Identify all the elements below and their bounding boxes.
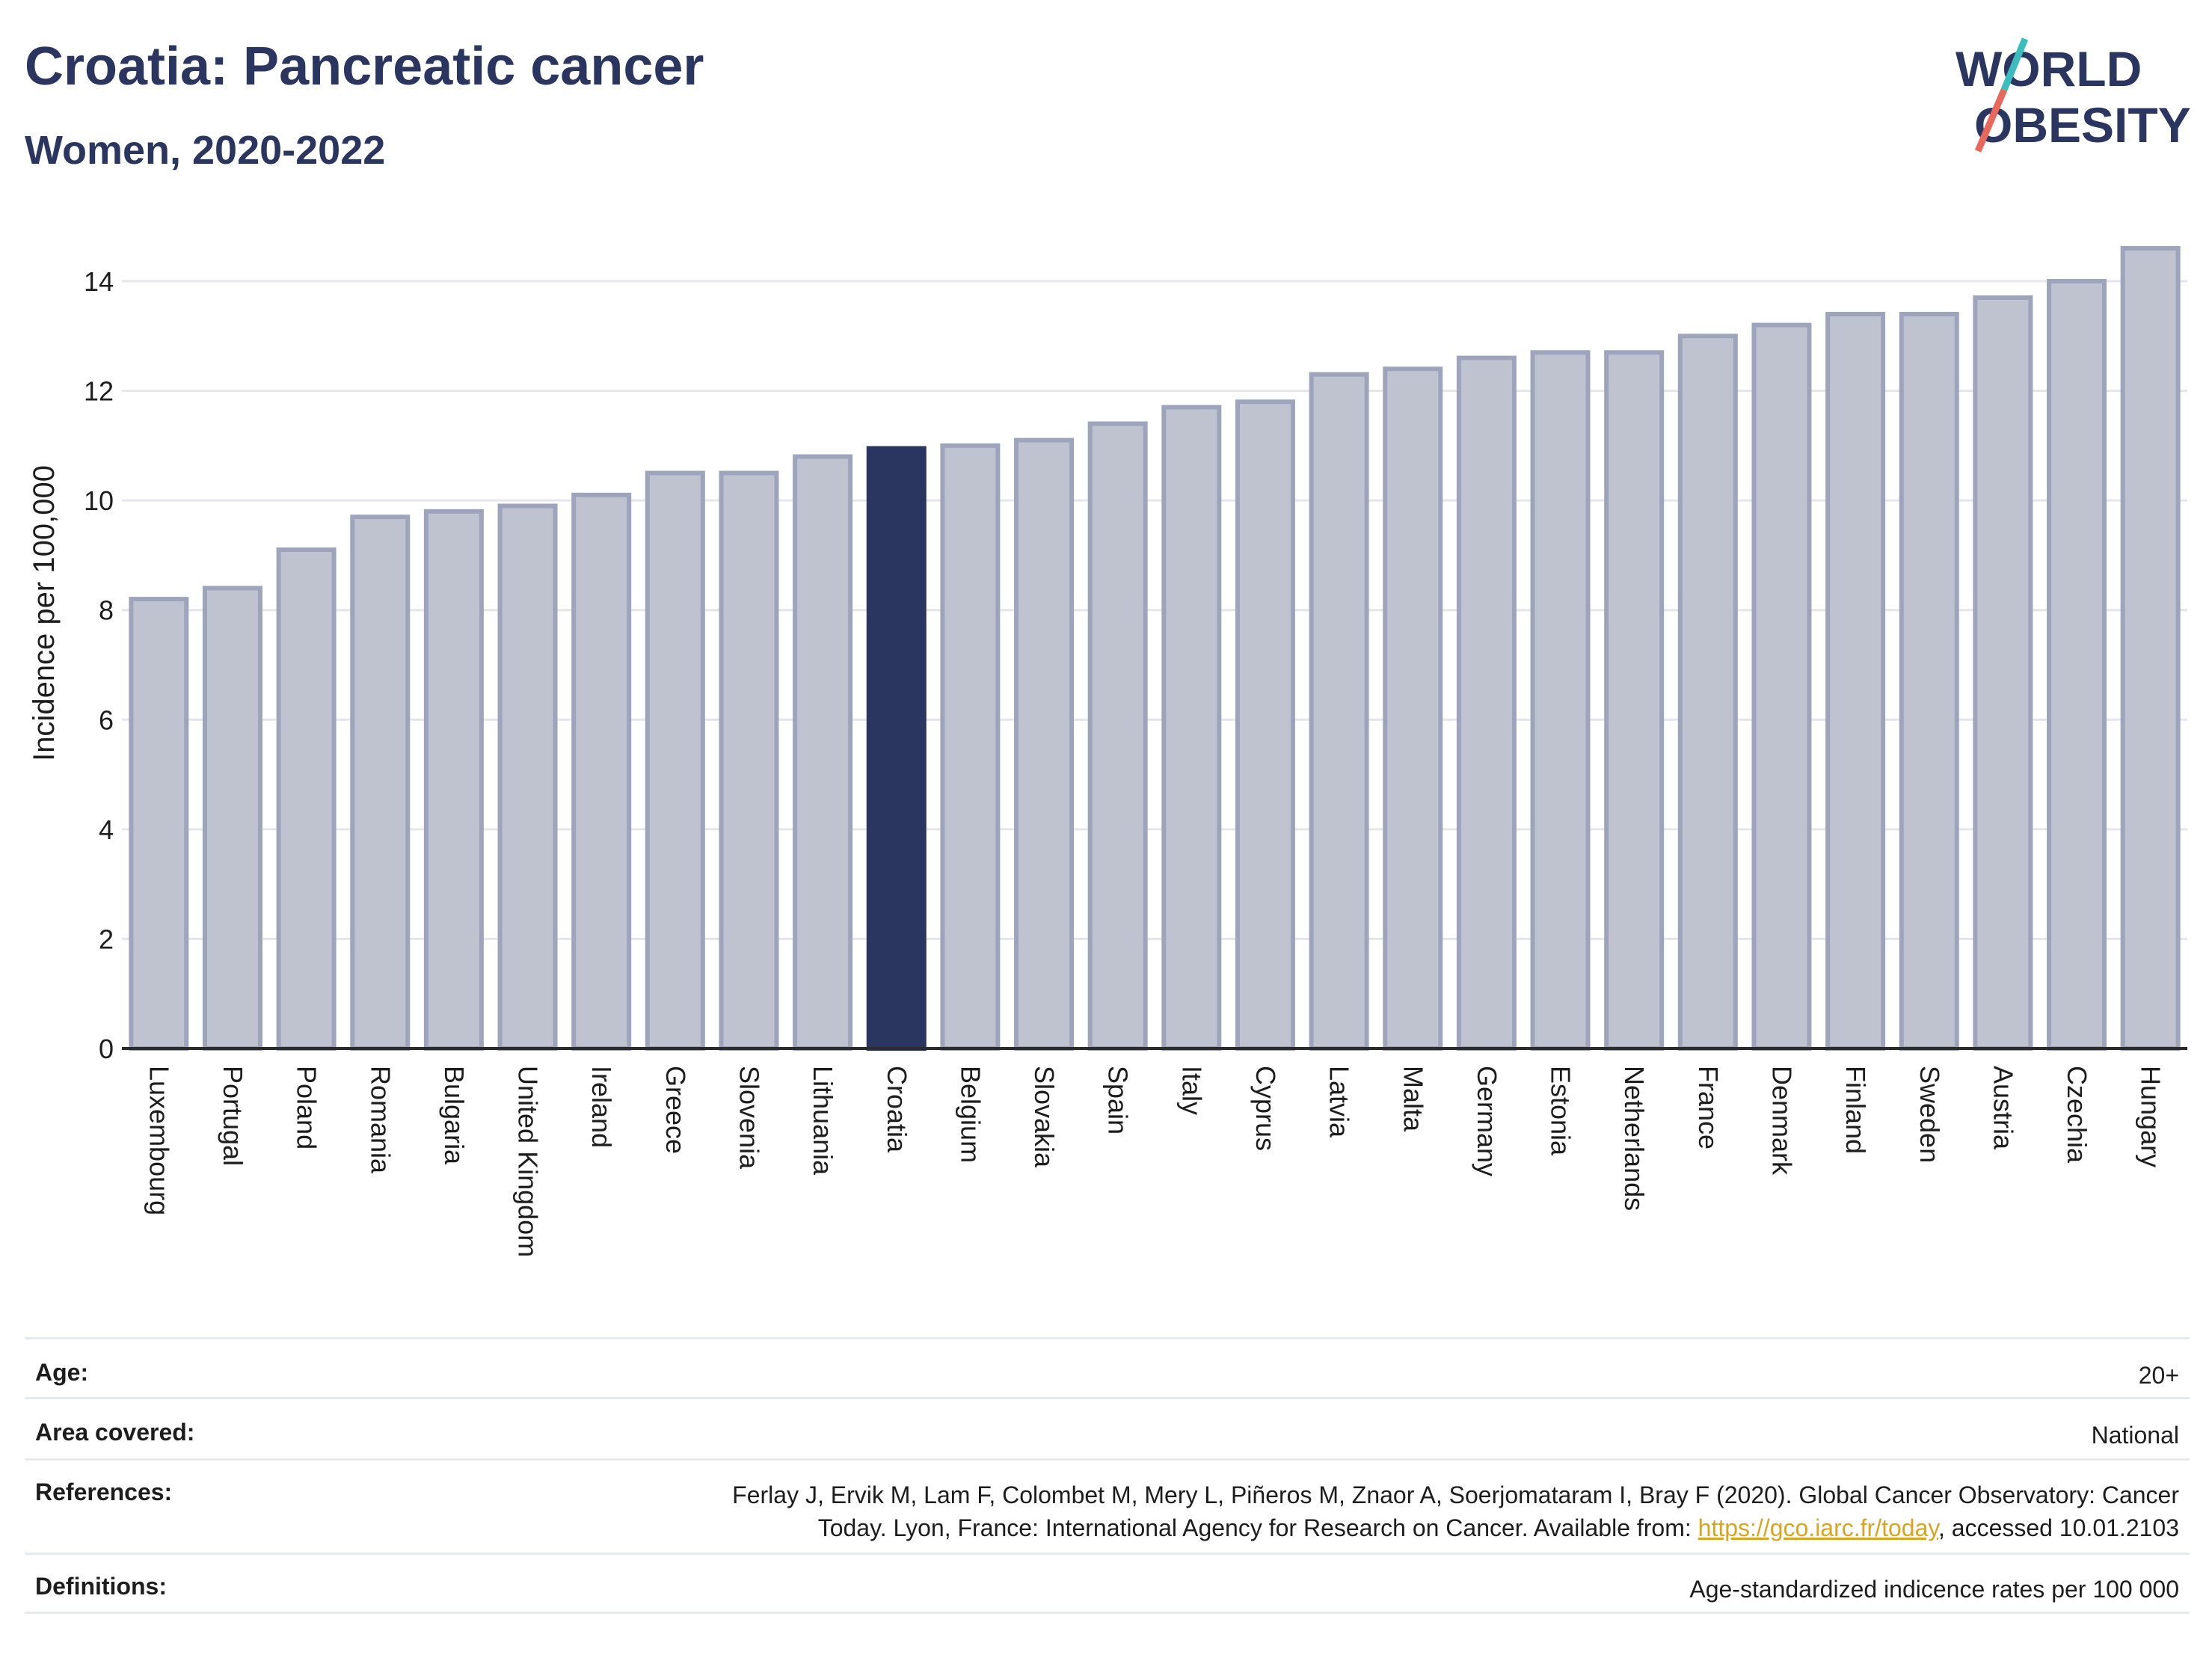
x-tick-label: Luxembourg <box>144 1066 174 1215</box>
bar-austria <box>1973 295 2033 1051</box>
y-tick-label: 6 <box>99 704 114 735</box>
x-tick-label: Spain <box>1103 1066 1134 1134</box>
bar-latvia <box>1309 372 1369 1051</box>
x-tick-label: Portugal <box>218 1066 248 1166</box>
bar-malta <box>1383 366 1443 1051</box>
chart-title: Croatia: Pancreatic cancer <box>25 37 704 96</box>
bars <box>129 246 2181 1051</box>
references-label: References: <box>35 1479 173 1505</box>
chart-subtitle: Women, 2020-2022 <box>25 128 386 173</box>
y-tick-labels: 0 2 4 6 8 10 12 14 <box>84 266 114 1064</box>
x-tick-label: Bulgaria <box>439 1066 470 1165</box>
x-tick-label: Estonia <box>1546 1066 1576 1156</box>
logo-slash-coral <box>1974 88 2008 153</box>
x-tick-label: Poland <box>292 1066 322 1149</box>
references-value: Ferlay J, Ervik M, Lam F, Colombet M, Me… <box>732 1479 2179 1544</box>
area-value: National <box>2091 1422 2179 1449</box>
meta-row-area: Area covered: National <box>25 1397 2190 1458</box>
bar-romania <box>350 515 411 1051</box>
x-tick-label: Romania <box>365 1066 396 1174</box>
bar-belgium <box>940 443 1001 1051</box>
world-obesity-logo: WORLD OBESITY <box>1956 37 2191 153</box>
x-tick-label: Latvia <box>1324 1066 1355 1138</box>
bar-italy <box>1161 405 1222 1051</box>
bar-poland <box>276 547 337 1051</box>
bar-ireland <box>571 492 632 1051</box>
age-label: Age: <box>35 1359 89 1386</box>
y-axis-label: Incidence per 100,000 <box>28 465 61 761</box>
bar-bulgaria <box>423 509 484 1051</box>
bar-greece <box>645 470 705 1051</box>
area-label: Area covered: <box>35 1419 195 1446</box>
x-tick-label: Ireland <box>586 1066 617 1148</box>
x-tick-label: Malta <box>1398 1066 1428 1132</box>
x-tick-label: United Kingdom <box>513 1066 544 1257</box>
x-tick-label: Lithuania <box>808 1066 838 1176</box>
x-tick-label: Hungary <box>2136 1066 2166 1167</box>
y-tick-label: 10 <box>84 485 114 516</box>
bar-slovakia <box>1014 437 1075 1051</box>
y-tick-label: 12 <box>84 376 114 407</box>
x-tick-label: Slovenia <box>734 1066 764 1170</box>
bar-united-kingdom <box>497 503 558 1051</box>
bar-france <box>1677 334 1738 1051</box>
age-value: 20+ <box>2138 1362 2179 1389</box>
references-text-line2: Today. Lyon, France: International Agenc… <box>817 1514 1698 1541</box>
logo-line1: WORLD <box>1956 41 2142 96</box>
bar-sweden <box>1899 311 1959 1051</box>
references-text-accessed: , accessed 10.01.2103 <box>1938 1514 2179 1541</box>
x-tick-label: Belgium <box>955 1066 986 1163</box>
bar-lithuania <box>793 454 853 1051</box>
x-tick-labels: Luxembourg Portugal Poland Romania Bulgaria U… <box>144 1066 2166 1257</box>
y-tick-label: 0 <box>99 1034 114 1064</box>
logo-slash-teal <box>2000 37 2029 91</box>
bar-chart: 0 2 4 6 8 10 12 14 Luxembourg Portugal Poland Roma… <box>28 246 2187 1257</box>
meta-row-definitions: Definitions: Age-standardized indicence … <box>25 1553 2190 1614</box>
bar-denmark <box>1751 322 1812 1051</box>
bar-spain <box>1087 421 1148 1051</box>
x-tick-label: Cyprus <box>1250 1066 1281 1151</box>
x-tick-label: Germany <box>1472 1066 1502 1176</box>
bar-luxembourg <box>129 597 189 1051</box>
x-tick-label: Italy <box>1176 1066 1207 1115</box>
bar-cyprus <box>1235 399 1295 1051</box>
x-tick-label: Netherlands <box>1619 1066 1650 1211</box>
bar-slovenia <box>719 470 779 1051</box>
x-tick-label: Austria <box>1988 1066 2018 1150</box>
meta-row-references: References: Ferlay J, Ervik M, Lam F, Co… <box>25 1458 2190 1553</box>
bar-estonia <box>1530 350 1591 1051</box>
x-tick-label: Slovakia <box>1029 1066 1060 1168</box>
x-tick-label: Finland <box>1840 1066 1871 1154</box>
y-tick-label: 2 <box>99 924 114 954</box>
bar-czechia <box>2047 279 2107 1051</box>
definitions-value: Age-standardized indicence rates per 100… <box>1689 1576 2179 1603</box>
x-tick-label: Greece <box>660 1066 691 1154</box>
meta-row-age: Age: 20+ <box>25 1337 2190 1397</box>
bar-croatia <box>866 446 927 1051</box>
bar-portugal <box>202 586 262 1051</box>
references-text-line1: Ferlay J, Ervik M, Lam F, Colombet M, Me… <box>732 1481 2179 1508</box>
x-tick-label: Denmark <box>1766 1066 1797 1176</box>
x-tick-label: Czechia <box>2062 1066 2092 1164</box>
bar-germany <box>1456 355 1517 1051</box>
y-tick-label: 8 <box>99 595 114 626</box>
x-tick-label: Sweden <box>1914 1066 1945 1163</box>
definitions-label: Definitions: <box>35 1573 167 1600</box>
x-tick-label: Croatia <box>882 1066 912 1153</box>
logo-line2: OBESITY <box>1974 97 2191 153</box>
references-link[interactable]: https://gco.iarc.fr/today <box>1698 1514 1938 1541</box>
bar-netherlands <box>1604 350 1665 1051</box>
x-tick-label: France <box>1693 1066 1724 1149</box>
y-tick-label: 14 <box>84 266 114 297</box>
y-tick-label: 4 <box>99 814 114 845</box>
metadata-table: Age: 20+ Area covered: National Referenc… <box>25 1337 2190 1614</box>
bar-hungary <box>2120 246 2181 1051</box>
bar-finland <box>1825 311 1886 1051</box>
